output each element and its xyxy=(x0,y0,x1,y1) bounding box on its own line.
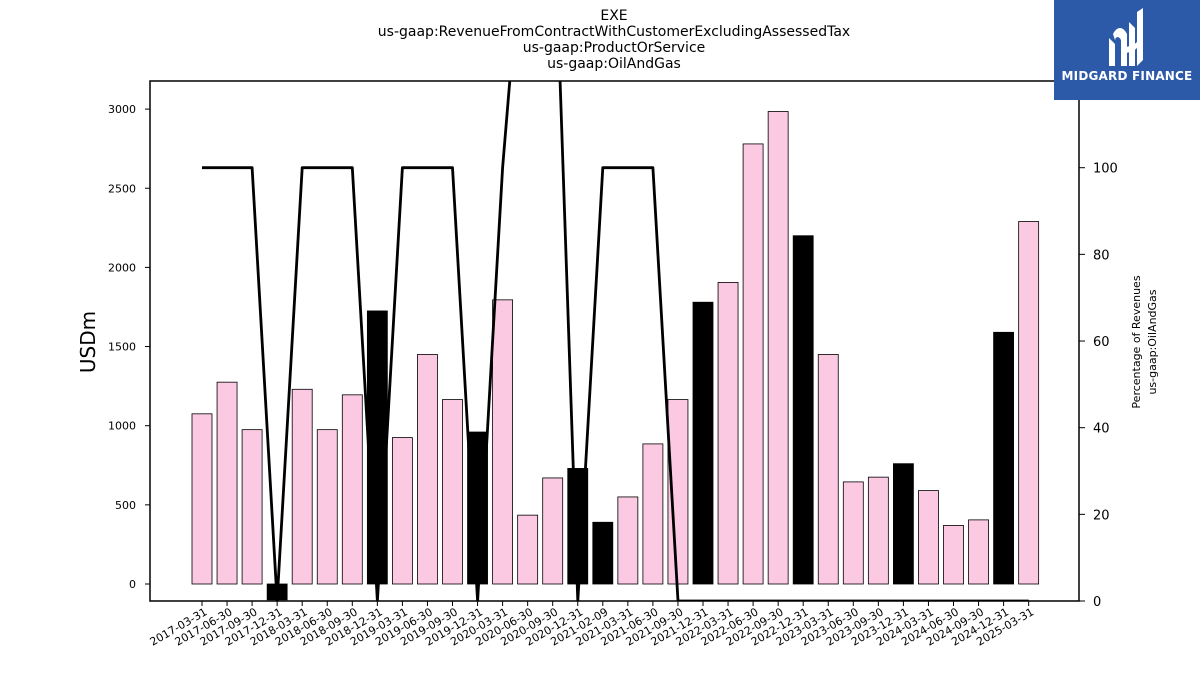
y-tick-label: 2000 xyxy=(108,261,136,274)
bar xyxy=(442,399,463,585)
bar xyxy=(542,477,564,585)
bar xyxy=(391,437,413,585)
bar xyxy=(467,431,488,585)
x-axis: 2017-03-312017-06-302017-09-302017-12-31… xyxy=(148,601,1036,649)
y-axis-label: USDm xyxy=(76,311,100,373)
bar xyxy=(692,301,714,585)
y2-tick-label: 60 xyxy=(1093,335,1110,350)
bar xyxy=(993,331,1014,585)
y-tick-label: 1500 xyxy=(108,341,136,354)
y-tick-label: 500 xyxy=(115,499,136,512)
y2-axis-label-line: Percentage of Revenues xyxy=(1130,275,1143,408)
chart-title-line: us-gaap:RevenueFromContractWithCustomerE… xyxy=(378,24,850,40)
chart-title: EXEus-gaap:RevenueFromContractWithCustom… xyxy=(378,8,850,72)
y2-axis-label: Percentage of Revenues us-gaap:OilAndGas xyxy=(1130,275,1159,408)
bar xyxy=(592,521,614,585)
y2-axis-label-line: us-gaap:OilAndGas xyxy=(1146,289,1159,394)
bar xyxy=(792,235,814,585)
bar xyxy=(742,143,764,585)
y-axis-right: 0 20 40 60 80 100 xyxy=(1079,162,1118,610)
bar xyxy=(241,429,263,585)
bar xyxy=(767,111,789,585)
midgard-logo: MIDGARD FINANCE xyxy=(1054,0,1200,100)
y2-tick-label: 40 xyxy=(1093,422,1110,437)
bar xyxy=(417,354,438,585)
line-series-group xyxy=(202,81,1029,601)
bar xyxy=(517,514,539,585)
y-tick-label: 2500 xyxy=(108,182,136,195)
logo-text: MIDGARD FINANCE xyxy=(1061,69,1193,83)
bar xyxy=(817,354,839,585)
y2-tick-label: 20 xyxy=(1093,508,1110,523)
chart-title-line: EXE xyxy=(600,8,627,24)
y-tick-label: 0 xyxy=(129,578,136,591)
y-axis-left: 0 500 1000 1500 2000 2500 3000 xyxy=(108,103,150,591)
bar xyxy=(492,299,514,585)
bar xyxy=(968,519,989,585)
bar xyxy=(918,490,939,585)
bar xyxy=(943,525,964,585)
bar xyxy=(642,443,664,585)
chart-title-line: us-gaap:OilAndGas xyxy=(547,56,681,72)
y-tick-label: 1000 xyxy=(108,420,136,433)
midgard-logo-icon xyxy=(1109,8,1143,66)
bars-group xyxy=(191,111,1040,601)
bar xyxy=(366,310,388,585)
bar xyxy=(842,481,864,585)
bar xyxy=(191,413,213,585)
bar xyxy=(316,429,338,585)
bar xyxy=(717,282,739,585)
bar xyxy=(216,381,238,585)
plot-frame xyxy=(149,80,1080,602)
bar xyxy=(341,394,363,585)
bar xyxy=(291,388,313,585)
y-tick-label: 3000 xyxy=(108,103,136,116)
bar xyxy=(617,496,639,585)
y2-tick-label: 0 xyxy=(1093,595,1101,610)
line-series xyxy=(202,81,1029,601)
y2-tick-label: 100 xyxy=(1093,162,1118,177)
bar xyxy=(893,463,914,585)
bar xyxy=(867,476,889,585)
bar xyxy=(1018,221,1040,585)
y2-tick-label: 80 xyxy=(1093,248,1110,263)
chart-title-line: us-gaap:ProductOrService xyxy=(523,40,706,56)
